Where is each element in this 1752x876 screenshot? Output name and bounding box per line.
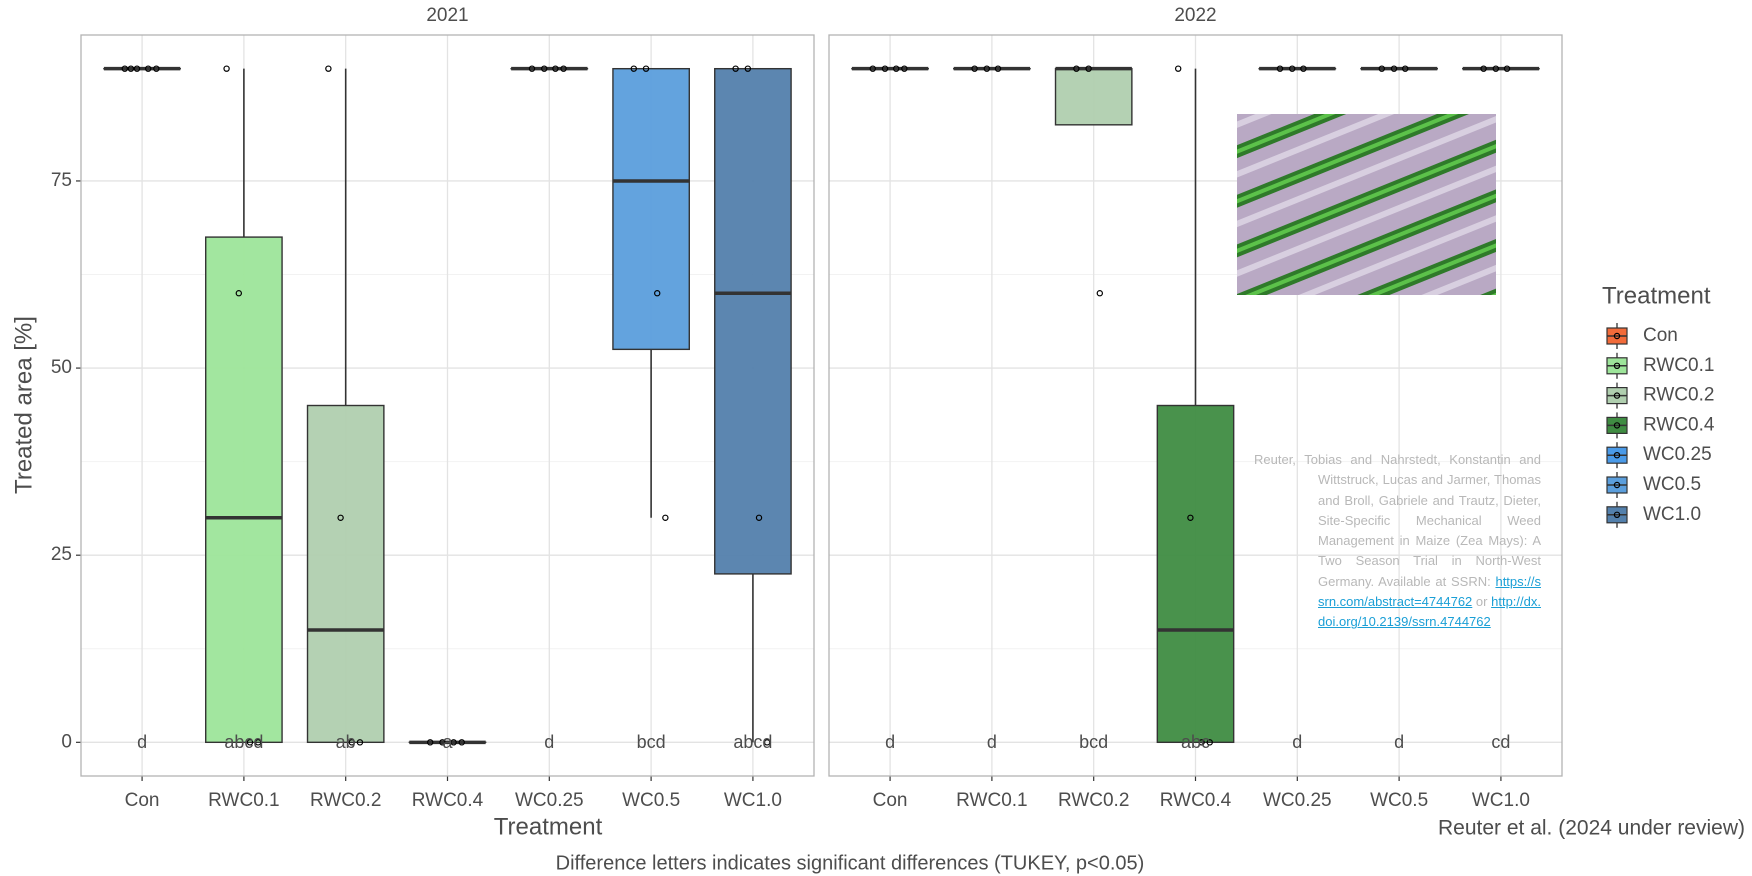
letter: abc	[1181, 732, 1210, 752]
legend-label: Con	[1643, 325, 1678, 346]
x-tick-label: WC0.5	[1370, 790, 1428, 811]
page: {"chart_data": {"type": "boxplot", "x_la…	[0, 0, 1752, 876]
x-tick-label: Con	[125, 790, 160, 811]
y-tick-label: 0	[61, 731, 72, 752]
box	[206, 237, 282, 742]
x-tick-label: WC0.25	[515, 790, 584, 811]
facet-title: 2021	[426, 5, 468, 26]
x-tick-label: WC0.5	[622, 790, 680, 811]
letter: d	[885, 732, 895, 752]
y-tick-label: 25	[51, 544, 72, 565]
box	[1056, 69, 1132, 125]
box	[715, 69, 791, 574]
letter: d	[544, 732, 554, 752]
x-tick-label: WC1.0	[724, 790, 782, 811]
y-tick-label: 50	[51, 357, 72, 378]
note: Difference letters indicates significant…	[556, 852, 1145, 874]
box	[1157, 406, 1233, 743]
citation-text: Reuter, Tobias and Nahrstedt, Konstantin…	[1254, 452, 1541, 589]
letter: a	[442, 732, 453, 752]
x-tick-label: WC1.0	[1472, 790, 1530, 811]
box	[613, 69, 689, 350]
x-tick-label: RWC0.1	[956, 790, 1027, 811]
caption: Reuter et al. (2024 under review)	[1438, 817, 1745, 840]
x-tick-label: RWC0.1	[208, 790, 279, 811]
legend-title: Treatment	[1602, 282, 1711, 309]
x-tick-label: WC0.25	[1263, 790, 1332, 811]
letter: ab	[336, 732, 356, 752]
facet-title: 2022	[1174, 5, 1216, 26]
box	[308, 406, 384, 743]
citation-joiner: or	[1476, 594, 1488, 609]
legend-label: RWC0.1	[1643, 355, 1714, 376]
x-tick-label: Con	[873, 790, 908, 811]
legend-label: WC0.5	[1643, 474, 1701, 495]
letter: d	[137, 732, 147, 752]
y-axis-title: Treated area [%]	[10, 316, 37, 494]
legend-label: RWC0.4	[1643, 414, 1715, 435]
citation: Reuter, Tobias and Nahrstedt, Konstantin…	[1254, 450, 1541, 633]
letter: d	[1292, 732, 1302, 752]
chart: Treated area [%] Treatment Reuter et al.…	[0, 0, 1752, 876]
legend-label: WC0.25	[1643, 444, 1712, 465]
letter: bcd	[637, 732, 666, 752]
x-tick-label: RWC0.4	[412, 790, 484, 811]
letter: d	[1394, 732, 1404, 752]
x-axis-title: Treatment	[494, 813, 603, 840]
letter: bcd	[1079, 732, 1108, 752]
letter: d	[987, 732, 997, 752]
x-tick-label: RWC0.2	[1058, 790, 1129, 811]
inset-photo	[1237, 114, 1496, 295]
letter: abcd	[733, 732, 772, 752]
letter: abcd	[224, 732, 263, 752]
legend-label: WC1.0	[1643, 504, 1701, 525]
y-tick-label: 75	[51, 170, 72, 191]
x-tick-label: RWC0.2	[310, 790, 381, 811]
letter: cd	[1491, 732, 1510, 752]
legend-label: RWC0.2	[1643, 385, 1714, 406]
x-tick-label: RWC0.4	[1160, 790, 1232, 811]
